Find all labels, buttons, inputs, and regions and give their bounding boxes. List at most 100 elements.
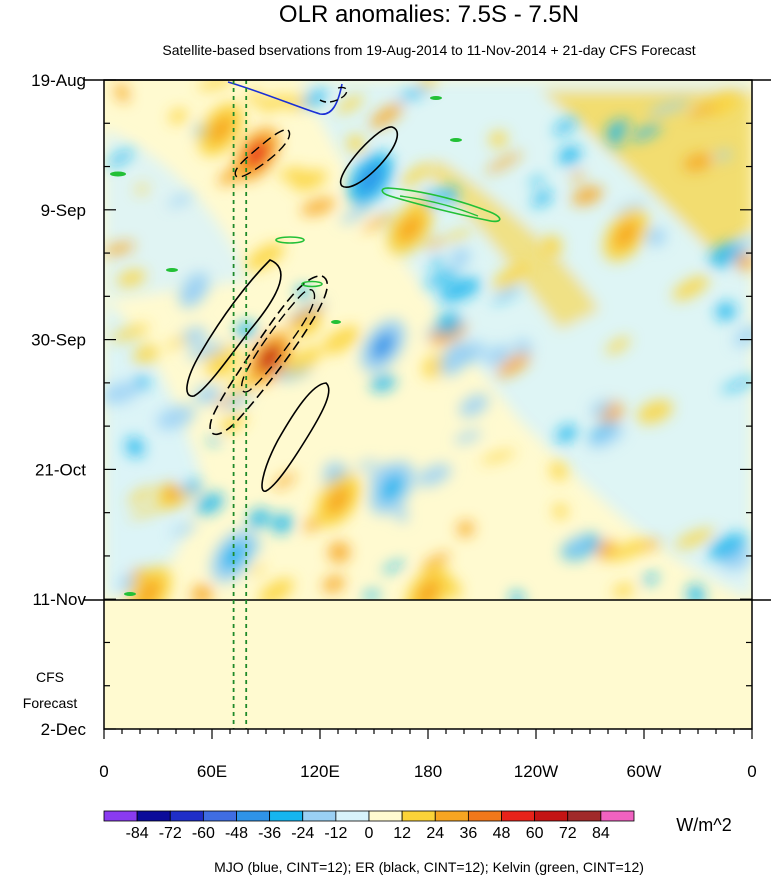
texture-blob [630, 124, 662, 141]
colorbar-swatch [368, 810, 403, 822]
texture-blob [485, 152, 523, 174]
texture-blob [589, 425, 624, 449]
texture-blob [362, 213, 393, 232]
wave-contours [110, 81, 501, 596]
x-tick-label: 60E [197, 762, 227, 781]
colorbar-unit: W/m^2 [676, 815, 731, 835]
texture-blob [207, 436, 221, 445]
texture-blob [369, 103, 403, 129]
texture-blob [156, 405, 196, 430]
atlantic-positive-area [540, 90, 752, 260]
texture-blob [107, 149, 134, 167]
texture-blob [686, 584, 705, 600]
colorbar-swatch [501, 810, 536, 822]
y-tick-label: 21-Oct [35, 460, 86, 479]
texture-blob [322, 575, 345, 593]
texture-blob [125, 437, 145, 457]
texture-blob [195, 492, 224, 515]
texture-blob [104, 382, 139, 404]
texture-blob [171, 523, 198, 536]
colorbar-level-label: 72 [559, 825, 577, 842]
texture-blob [553, 118, 577, 135]
texture-blob [549, 461, 568, 481]
texture-blob [127, 486, 154, 505]
texture-blob [553, 503, 568, 519]
anomaly-feature-2 [245, 140, 269, 169]
colorbar-level-label: -60 [192, 825, 215, 842]
er-contour-3 [261, 382, 330, 492]
er-contour-1 [186, 259, 282, 397]
colorbar-swatch [269, 810, 304, 822]
anomaly-feature-11 [398, 214, 422, 243]
colorbar-level-label: -48 [225, 825, 248, 842]
texture-blob [570, 171, 585, 181]
er-dashed-contour-1 [209, 275, 329, 436]
colorbar-swatch [567, 810, 602, 822]
texture-blob [197, 80, 235, 90]
texture-blob [135, 184, 149, 194]
texture-blob [735, 235, 752, 247]
colorbar-swatch [401, 810, 436, 822]
x-tick-label: 0 [99, 762, 108, 781]
texture-blob [514, 339, 532, 358]
colorbar-swatch [534, 810, 569, 822]
texture-blob [363, 590, 380, 600]
texture-blob [271, 513, 293, 534]
texture-blob [135, 375, 149, 390]
texture-blob [328, 541, 351, 563]
texture-blob [687, 104, 719, 117]
texture-blob [637, 399, 673, 424]
anomaly-feature-1 [257, 344, 282, 373]
anomaly-feature-13 [416, 578, 440, 600]
texture-blob [674, 528, 715, 549]
texture-blob [278, 166, 304, 181]
texture-blob [450, 247, 471, 267]
texture-blob [258, 578, 294, 600]
texture-blob [301, 198, 336, 216]
colorbar-level-label: 12 [393, 825, 411, 842]
texture-blob [246, 242, 285, 271]
texture-blob [301, 89, 328, 109]
texture-blob [489, 131, 508, 148]
x-tick-label: 60W [627, 762, 662, 781]
texture-blob [708, 533, 748, 561]
colorbar-level-label: 24 [426, 825, 444, 842]
texture-blob [642, 573, 659, 585]
texture-blob [248, 90, 262, 104]
texture-blob [444, 229, 472, 242]
anomaly-feature-6 [371, 331, 395, 360]
texture-blob [104, 242, 135, 256]
er-dashed-contour-4 [319, 86, 348, 103]
x-tick-label: 180 [414, 762, 442, 781]
texture-blob [510, 591, 524, 600]
contour-legend-footnote: MJO (blue, CINT=12); ER (black, CINT=12)… [214, 859, 644, 875]
texture-blob [435, 312, 462, 336]
anomaly-feature-4 [326, 486, 350, 515]
texture-blob [531, 190, 553, 207]
er-dashed-contour-2 [240, 289, 316, 393]
texture-blob [648, 100, 690, 115]
y-tick-label: 2-Dec [41, 720, 87, 739]
texture-blob [169, 108, 187, 124]
kelvin-contour-6 [450, 138, 462, 142]
colorbar-level-label: 36 [459, 825, 477, 842]
texture-blob [347, 134, 365, 154]
x-tick-label: 0 [747, 762, 756, 781]
texture-blob [164, 483, 182, 502]
texture-blob [480, 450, 516, 463]
texture-blob [285, 95, 307, 111]
texture-blob [492, 285, 522, 303]
texture-blob [180, 327, 207, 346]
texture-blob [588, 420, 616, 441]
colorbar: -84 -72 -60 -48 -36 -24 -12 0 12 24 36 48 60 72 84 [103, 810, 635, 842]
texture-blob [715, 302, 736, 321]
y-tick-label: 9-Sep [41, 201, 86, 220]
texture-blob [285, 346, 322, 375]
texture-blob [382, 560, 406, 573]
texture-blob [336, 95, 364, 114]
y-tick-label: 11-Nov [32, 590, 86, 609]
texture-blob [322, 325, 361, 355]
colorbar-level-label: -12 [324, 825, 347, 842]
kelvin-contour-8 [166, 268, 178, 272]
